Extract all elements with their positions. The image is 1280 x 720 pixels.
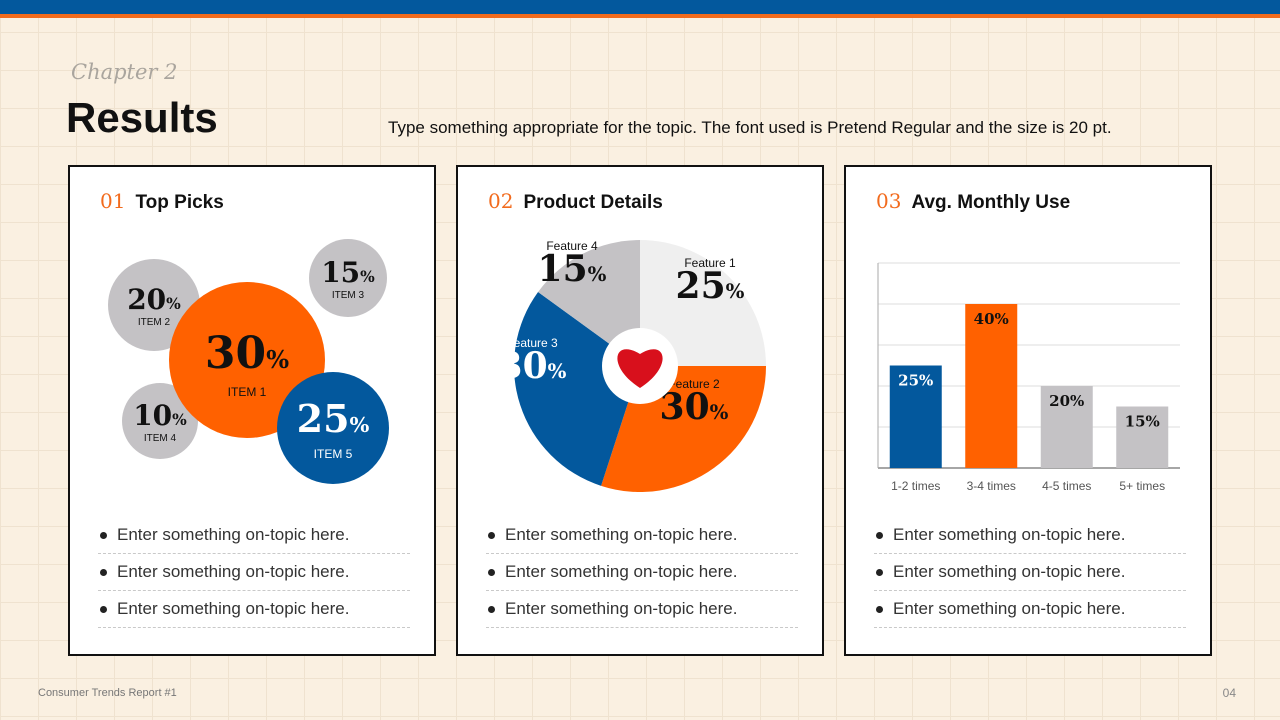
page-subtitle: Type something appropriate for the topic… <box>388 118 1112 137</box>
x-tick-label: 4-5 times <box>1042 479 1091 493</box>
chapter-label: Chapter 2 <box>71 60 178 84</box>
slice-label: Feature 4 <box>546 239 598 253</box>
bubble-circle <box>122 383 198 459</box>
list-item: Enter something on-topic here. <box>486 591 798 628</box>
bubble-item-4: 10%ITEM 4 <box>122 383 198 459</box>
card-title: Top Picks <box>135 192 224 213</box>
list-item: Enter something on-topic here. <box>874 591 1186 628</box>
card-title: Product Details <box>523 192 663 213</box>
list-item: Enter something on-topic here. <box>486 517 798 554</box>
bullet-icon <box>876 531 883 539</box>
page-number: 04 <box>1222 686 1236 700</box>
bullet-text: Enter something on-topic here. <box>505 525 738 544</box>
slice-label: Feature 2 <box>668 377 720 391</box>
bubble-item-3: 15%ITEM 3 <box>309 239 387 317</box>
x-tick-label: 3-4 times <box>967 479 1016 493</box>
heart-icon <box>617 349 663 388</box>
card-title: Avg. Monthly Use <box>911 192 1071 213</box>
slice-label: Feature 1 <box>684 256 736 270</box>
top-bar <box>0 0 1280 14</box>
bubble-value: 10% <box>133 399 187 432</box>
bubble-label: ITEM 2 <box>138 317 171 328</box>
bar-value-label: 40% <box>974 310 1009 328</box>
bullet-text: Enter something on-topic here. <box>117 562 350 581</box>
card-number: 02 <box>488 189 514 213</box>
bullet-text: Enter something on-topic here. <box>893 599 1126 618</box>
bubble-value: 25% <box>297 396 370 441</box>
x-tick-label: 1-2 times <box>891 479 940 493</box>
x-tick-label: 5+ times <box>1119 479 1165 493</box>
list-item: Enter something on-topic here. <box>874 554 1186 591</box>
bar-1 <box>889 365 942 468</box>
list-item: Enter something on-topic here. <box>874 517 1186 554</box>
bullet-icon <box>488 531 495 539</box>
bubble-item-5: 25% ITEM 5 <box>277 372 389 484</box>
card-avg-monthly-use: 03 Avg. Monthly Use 25% 1-2 times 40% 3-4 ti… <box>844 165 1212 656</box>
bubble-label: ITEM 3 <box>332 290 365 301</box>
card-number: 01 <box>100 189 126 213</box>
pie-chart: Feature 125%Feature 230%Feature 330%Feat… <box>498 239 766 493</box>
bubble-label: ITEM 4 <box>144 433 177 444</box>
bullet-icon <box>488 568 495 576</box>
bullet-text: Enter something on-topic here. <box>117 599 350 618</box>
bullet-text: Enter something on-topic here. <box>893 525 1126 544</box>
pie-slice-1 <box>640 240 766 366</box>
bullet-text: Enter something on-topic here. <box>117 525 350 544</box>
bullet-icon <box>100 568 107 576</box>
bar-3 <box>1040 386 1093 468</box>
slice-value: 30% <box>660 386 729 428</box>
bullet-text: Enter something on-topic here. <box>505 599 738 618</box>
bubble-chart: 20%ITEM 215%ITEM 310%ITEM 430%ITEM 125%I… <box>108 239 389 484</box>
bubble-label: ITEM 5 <box>314 447 353 461</box>
bullet-icon <box>488 605 495 613</box>
list-item: Enter something on-topic here. <box>98 517 410 554</box>
bar-value-label: 20% <box>1049 392 1084 410</box>
bar-4 <box>1116 406 1169 468</box>
bubble-value: 30% <box>205 328 289 379</box>
bar-value-label: 15% <box>1125 413 1160 431</box>
pie-slice-3 <box>514 291 640 486</box>
slice-value: 15% <box>538 248 607 290</box>
footer-text: Consumer Trends Report #1 <box>38 687 177 699</box>
bullet-icon <box>876 568 883 576</box>
bullet-icon <box>100 605 107 613</box>
list-item: Enter something on-topic here. <box>98 554 410 591</box>
slice-value: 25% <box>676 265 745 307</box>
list-item: Enter something on-topic here. <box>486 554 798 591</box>
card-number: 03 <box>876 189 902 213</box>
bullet-icon <box>100 531 107 539</box>
bubble-value: 20% <box>127 283 181 316</box>
bar-2 <box>965 304 1018 468</box>
bullet-text: Enter something on-topic here. <box>505 562 738 581</box>
page-title: Results <box>66 94 218 141</box>
pie-slice-4 <box>538 240 640 366</box>
top-accent-bar <box>0 14 1280 18</box>
bar-chart: 25% 1-2 times 40% 3-4 times 20% 4-5 times 15% 5… <box>877 262 1180 493</box>
bubble-value: 15% <box>321 256 375 289</box>
bullet-icon <box>876 605 883 613</box>
bubble-circle <box>309 239 387 317</box>
slice-value: 30% <box>498 345 567 387</box>
bubble-label: ITEM 1 <box>228 385 267 399</box>
slice-label: Feature 3 <box>506 336 558 350</box>
bullet-text: Enter something on-topic here. <box>893 562 1126 581</box>
list-item: Enter something on-topic here. <box>98 591 410 628</box>
bubble-circle <box>277 372 389 484</box>
bar-value-label: 25% <box>898 372 933 390</box>
